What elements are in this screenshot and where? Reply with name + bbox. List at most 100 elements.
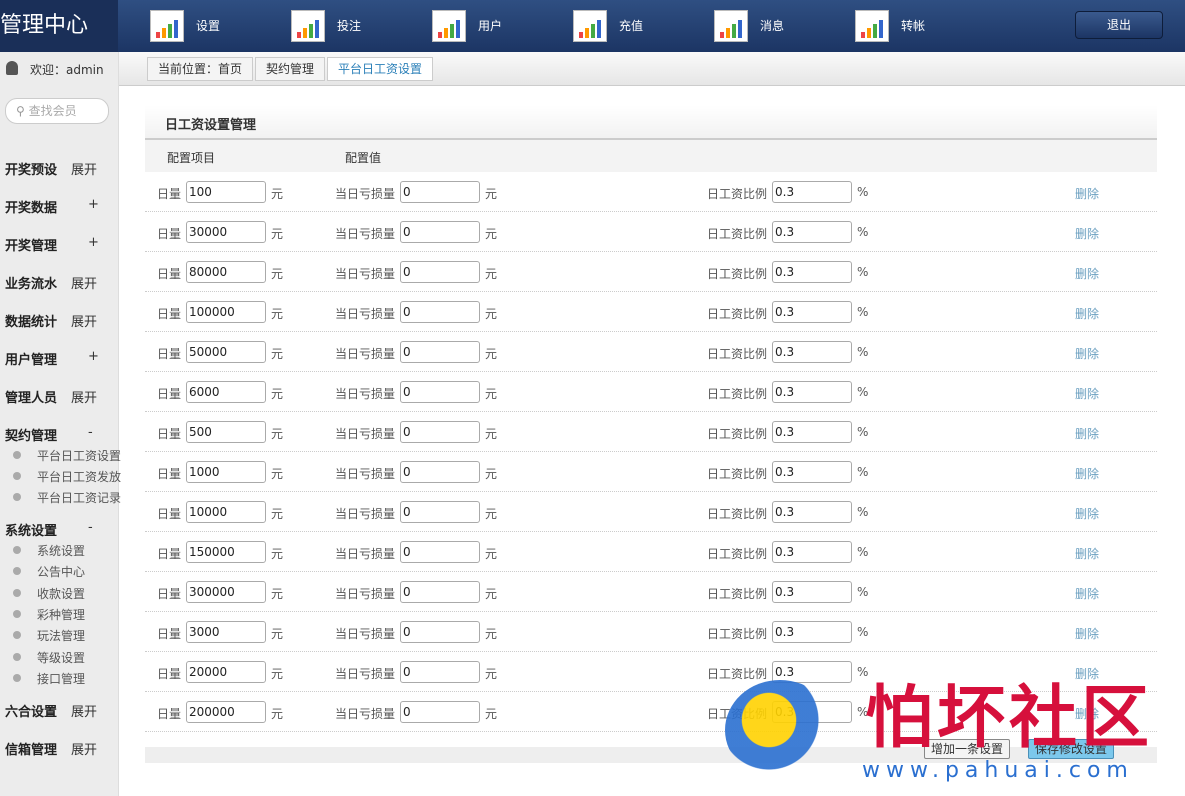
delete-link[interactable]: 删除	[1075, 667, 1100, 681]
volume-input[interactable]: 6000	[186, 381, 266, 403]
loss-input[interactable]: 0	[400, 701, 480, 723]
sidebar-toggle[interactable]: 展开	[71, 705, 98, 721]
sidebar-section[interactable]: 契约管理	[5, 429, 58, 444]
loss-input[interactable]: 0	[400, 261, 480, 283]
delete-link[interactable]: 删除	[1075, 547, 1100, 561]
sidebar-toggle[interactable]: -	[88, 520, 93, 535]
delete-link[interactable]: 删除	[1075, 507, 1100, 521]
volume-input[interactable]: 200000	[186, 701, 266, 723]
delete-link[interactable]: 删除	[1075, 307, 1100, 321]
delete-link[interactable]: 删除	[1075, 387, 1100, 401]
sidebar-item[interactable]: 平台日工资记录	[37, 491, 122, 505]
ratio-input[interactable]: 0.3	[772, 621, 852, 643]
ratio-input[interactable]: 0.3	[772, 421, 852, 443]
sidebar-section[interactable]: 用户管理	[5, 353, 58, 368]
sidebar-item[interactable]: 接口管理	[37, 671, 86, 686]
loss-input[interactable]: 0	[400, 381, 480, 403]
volume-input[interactable]: 150000	[186, 541, 266, 563]
nav-icon	[855, 10, 889, 42]
sidebar-section[interactable]: 系统设置	[5, 524, 58, 539]
nav-item[interactable]: 转帐	[901, 19, 926, 33]
sidebar-toggle[interactable]: 展开	[71, 315, 98, 330]
delete-link[interactable]: 删除	[1075, 267, 1100, 281]
sidebar-item[interactable]: 平台日工资发放	[37, 470, 122, 484]
sidebar-section[interactable]: 业务流水	[5, 277, 58, 292]
volume-input[interactable]: 500	[186, 421, 266, 443]
sidebar-item[interactable]: 系统设置	[37, 544, 86, 558]
sidebar-toggle[interactable]: 展开	[71, 391, 98, 406]
ratio-input[interactable]: 0.3	[772, 661, 852, 683]
save-button[interactable]: 保存修改设置	[1028, 739, 1115, 759]
ratio-input[interactable]: 0.3	[772, 541, 852, 563]
loss-input[interactable]: 0	[400, 541, 480, 563]
search-input[interactable]: ⚲ 查找会员	[5, 98, 109, 124]
loss-input[interactable]: 0	[400, 501, 480, 523]
sidebar-section[interactable]: 开奖管理	[5, 239, 58, 254]
ratio-input[interactable]: 0.3	[772, 301, 852, 323]
volume-input[interactable]: 30000	[186, 221, 266, 243]
nav-item[interactable]: 充值	[619, 19, 644, 33]
sidebar-item[interactable]: 玩法管理	[37, 629, 86, 644]
loss-input[interactable]: 0	[400, 581, 480, 603]
sidebar-toggle[interactable]: +	[88, 349, 99, 364]
sidebar-item[interactable]: 等级设置	[37, 650, 86, 665]
ratio-input[interactable]: 0.3	[772, 261, 852, 283]
loss-input[interactable]: 0	[400, 621, 480, 643]
delete-link[interactable]: 删除	[1075, 627, 1100, 641]
ratio-input[interactable]: 0.3	[772, 381, 852, 403]
sidebar-item[interactable]: 公告中心	[37, 565, 86, 580]
ratio-input[interactable]: 0.3	[772, 501, 852, 523]
nav-item[interactable]: 用户	[478, 19, 503, 33]
volume-input[interactable]: 1000	[186, 461, 266, 483]
ratio-input[interactable]: 0.3	[772, 341, 852, 363]
sidebar-toggle[interactable]: +	[88, 197, 99, 212]
ratio-input[interactable]: 0.3	[772, 461, 852, 483]
delete-link[interactable]: 删除	[1075, 587, 1100, 601]
delete-link[interactable]: 删除	[1075, 427, 1100, 441]
volume-input[interactable]: 10000	[186, 501, 266, 523]
volume-input[interactable]: 3000	[186, 621, 266, 643]
volume-input[interactable]: 50000	[186, 341, 266, 363]
logout-button[interactable]: 退出	[1075, 11, 1163, 39]
ratio-input[interactable]: 0.3	[772, 221, 852, 243]
delete-link[interactable]: 删除	[1075, 347, 1100, 361]
sidebar-toggle[interactable]: +	[88, 235, 99, 250]
volume-input[interactable]: 80000	[186, 261, 266, 283]
delete-link[interactable]: 删除	[1075, 467, 1100, 481]
sidebar-item[interactable]: 彩种管理	[37, 607, 86, 622]
loss-input[interactable]: 0	[400, 301, 480, 323]
add-button[interactable]: 增加一条设置	[924, 739, 1011, 759]
volume-input[interactable]: 300000	[186, 581, 266, 603]
sidebar-toggle[interactable]: 展开	[71, 743, 98, 759]
sidebar-toggle[interactable]: 展开	[71, 163, 98, 178]
sidebar-item[interactable]: 收款设置	[37, 586, 86, 601]
ratio-input[interactable]: 0.3	[772, 581, 852, 603]
sidebar-section[interactable]: 信箱管理	[5, 743, 58, 759]
loss-input[interactable]: 0	[400, 661, 480, 683]
sidebar-section[interactable]: 六合设置	[5, 705, 58, 721]
nav-item[interactable]: 投注	[337, 19, 362, 33]
volume-input[interactable]: 20000	[186, 661, 266, 683]
delete-link[interactable]: 删除	[1075, 707, 1100, 721]
volume-input[interactable]: 100	[186, 181, 266, 203]
delete-link[interactable]: 删除	[1075, 227, 1100, 241]
volume-input[interactable]: 100000	[186, 301, 266, 323]
sidebar-section[interactable]: 数据统计	[5, 315, 58, 330]
nav-item[interactable]: 设置	[196, 19, 221, 33]
nav-item[interactable]: 消息	[760, 19, 785, 33]
sidebar-toggle[interactable]: -	[88, 425, 93, 440]
breadcrumb-item[interactable]: 当前位置：首页	[147, 57, 254, 81]
ratio-input[interactable]: 0.3	[772, 181, 852, 203]
loss-input[interactable]: 0	[400, 461, 480, 483]
breadcrumb-item[interactable]: 契约管理	[255, 57, 326, 81]
sidebar-section[interactable]: 开奖预设	[5, 163, 58, 178]
loss-input[interactable]: 0	[400, 181, 480, 203]
sidebar-section[interactable]: 开奖数据	[5, 201, 58, 216]
loss-input[interactable]: 0	[400, 221, 480, 243]
loss-input[interactable]: 0	[400, 421, 480, 443]
sidebar-toggle[interactable]: 展开	[71, 277, 98, 292]
sidebar-section[interactable]: 管理人员	[5, 391, 58, 406]
delete-link[interactable]: 删除	[1075, 187, 1100, 201]
sidebar-item[interactable]: 平台日工资设置	[37, 449, 122, 463]
loss-input[interactable]: 0	[400, 341, 480, 363]
